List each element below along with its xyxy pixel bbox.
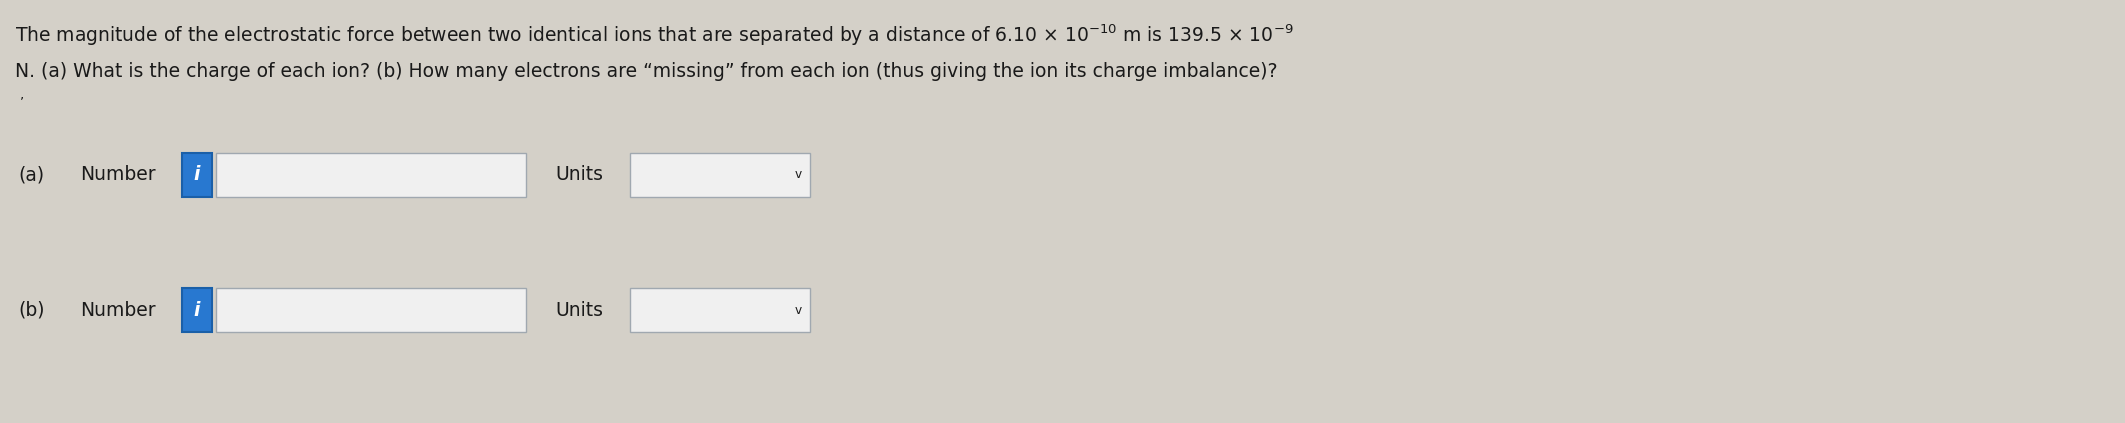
Text: Number: Number xyxy=(81,300,155,319)
FancyBboxPatch shape xyxy=(183,288,212,332)
Text: i: i xyxy=(193,300,200,319)
Text: ’: ’ xyxy=(19,95,23,108)
FancyBboxPatch shape xyxy=(629,288,810,332)
FancyBboxPatch shape xyxy=(217,288,527,332)
Text: Units: Units xyxy=(555,165,603,184)
Text: v: v xyxy=(795,168,801,181)
Text: N. (a) What is the charge of each ion? (b) How many electrons are “missing” from: N. (a) What is the charge of each ion? (… xyxy=(15,62,1277,81)
Text: Units: Units xyxy=(555,300,603,319)
FancyBboxPatch shape xyxy=(629,153,810,197)
Text: The magnitude of the electrostatic force between two identical ions that are sep: The magnitude of the electrostatic force… xyxy=(15,22,1294,47)
Text: (a): (a) xyxy=(17,165,45,184)
Text: i: i xyxy=(193,165,200,184)
Text: v: v xyxy=(795,303,801,316)
Text: (b): (b) xyxy=(17,300,45,319)
FancyBboxPatch shape xyxy=(183,153,212,197)
FancyBboxPatch shape xyxy=(217,153,527,197)
Text: Number: Number xyxy=(81,165,155,184)
